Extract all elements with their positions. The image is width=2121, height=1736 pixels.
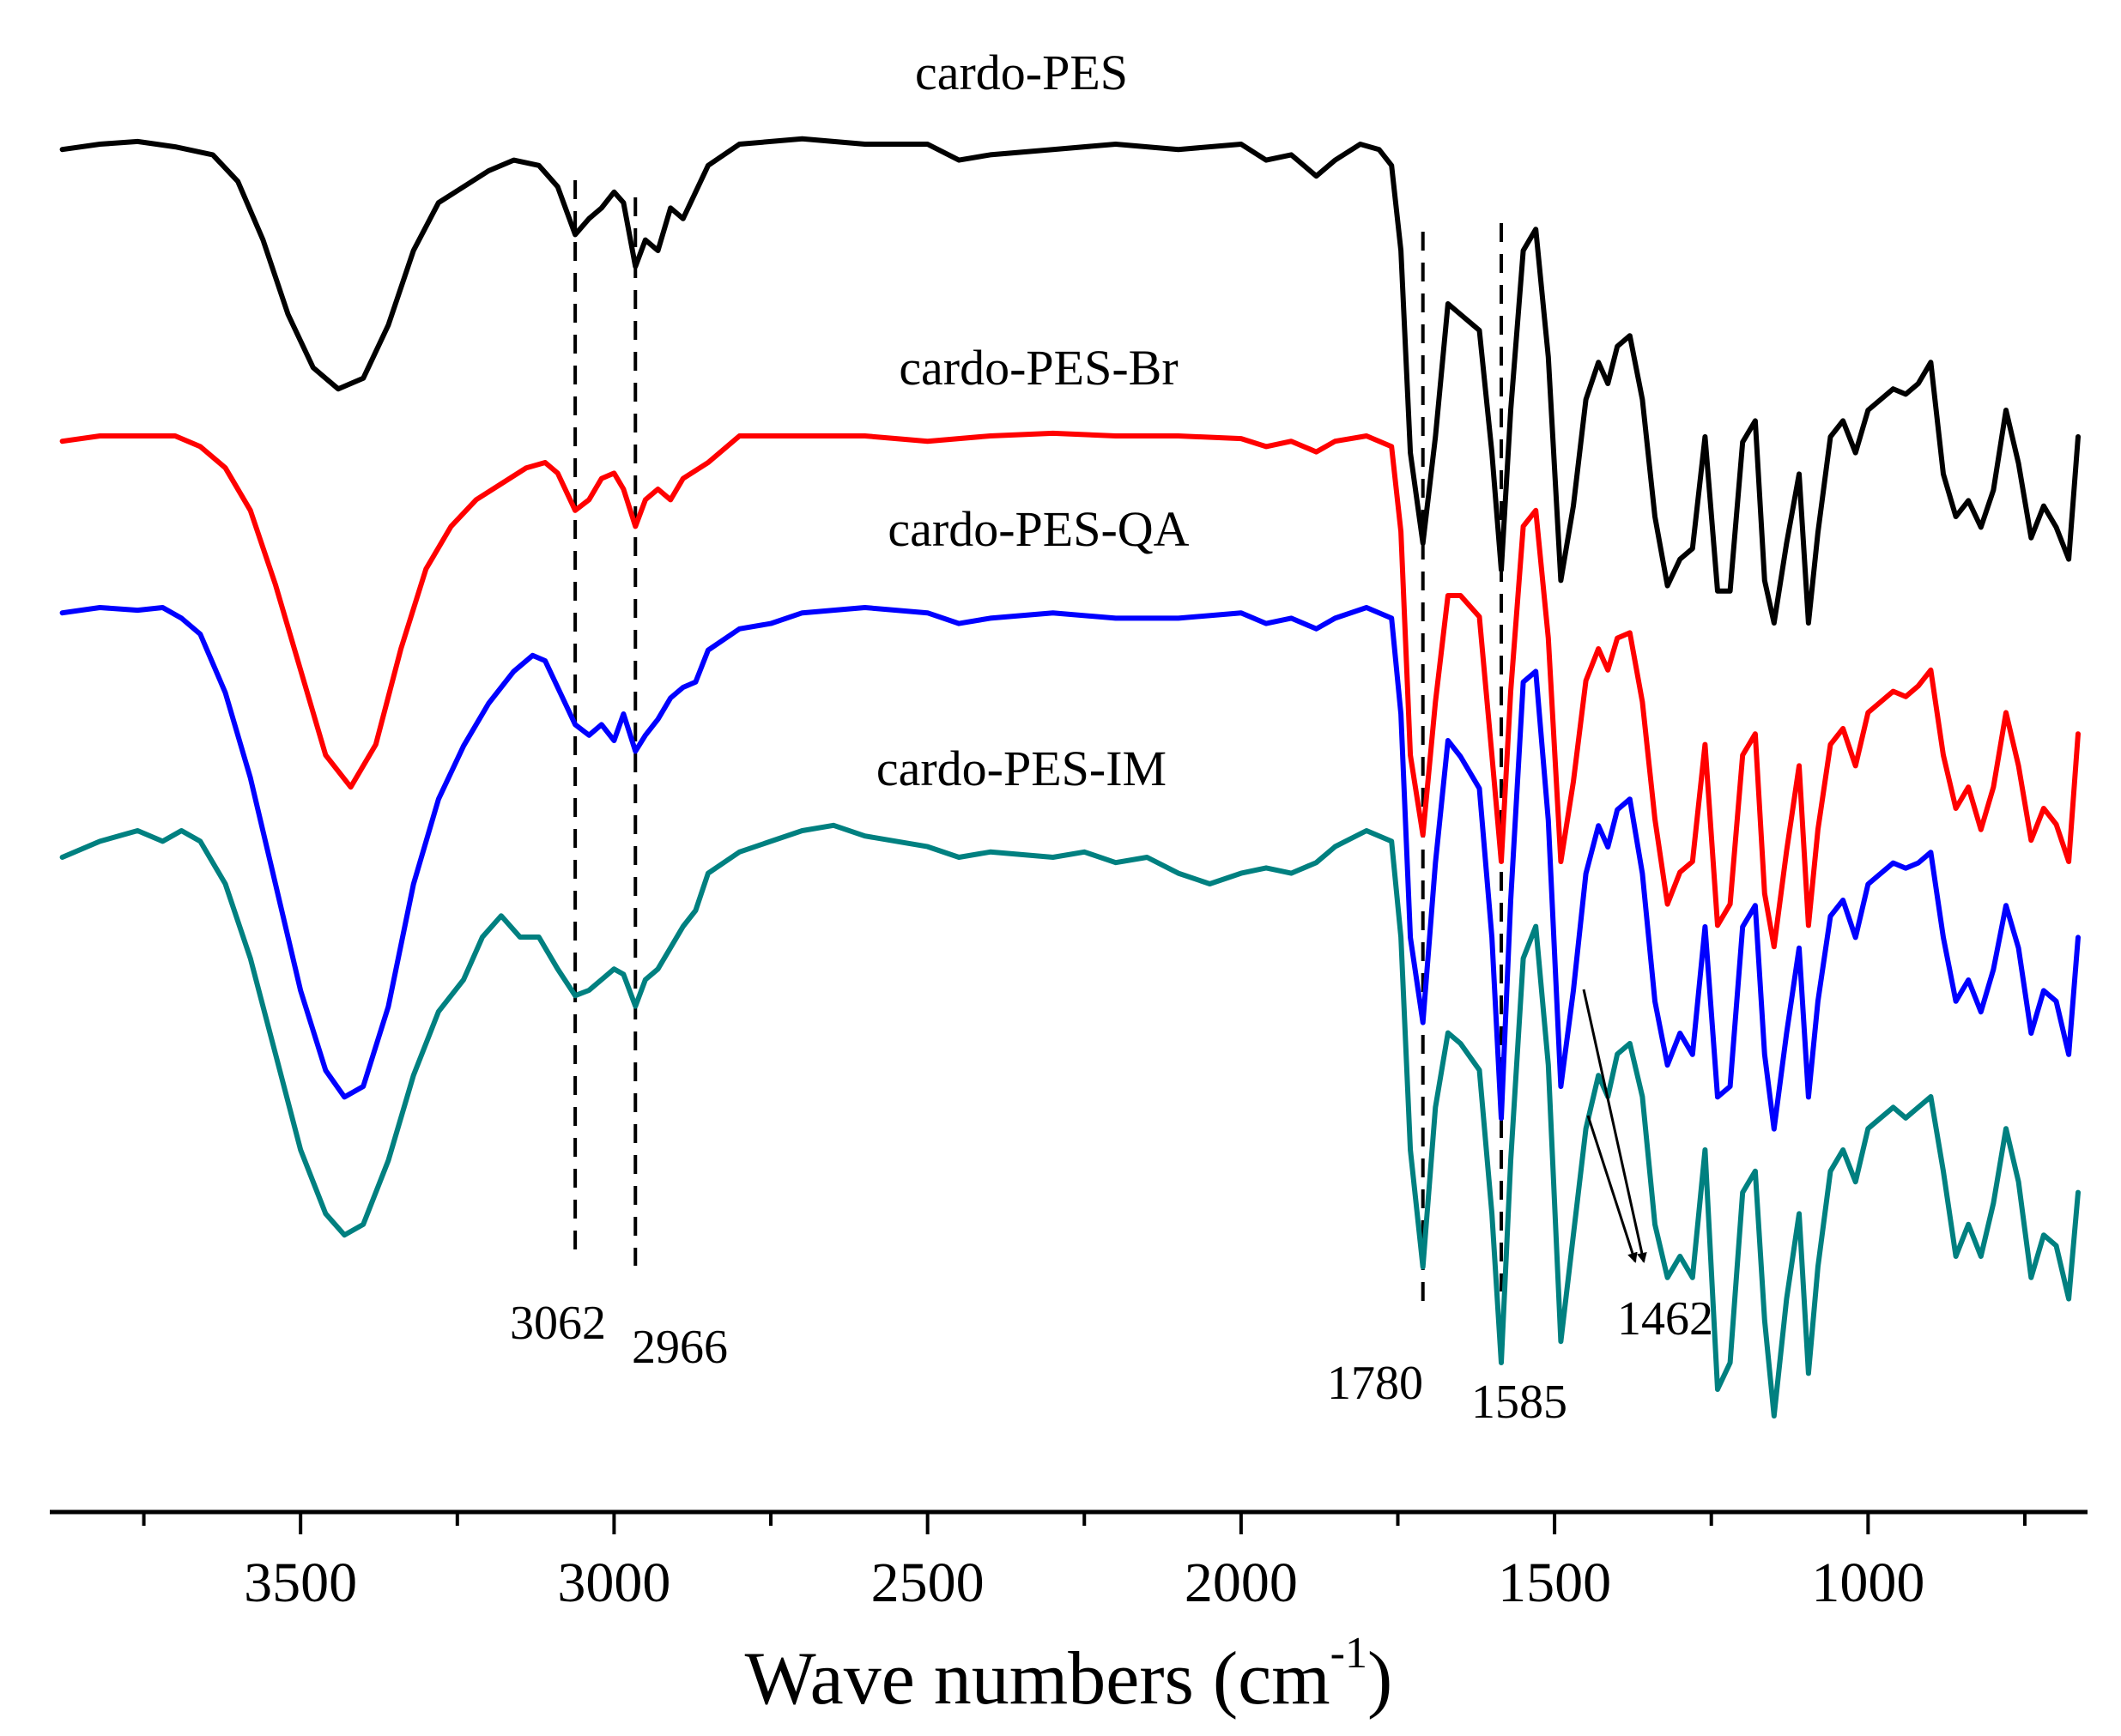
arrow-1462-upper bbox=[1582, 989, 1647, 1263]
annotation-1462: 1462 bbox=[1617, 1292, 1713, 1346]
x-axis: 3500 3000 2500 2000 1500 1000 Wave numbers (c… bbox=[50, 1509, 2088, 1721]
series-label-cardo-pes-qa: cardo-PES-QA bbox=[888, 501, 1189, 557]
x-axis-label-close: ) bbox=[1367, 1637, 1392, 1721]
series-label-cardo-pes: cardo-PES bbox=[915, 45, 1128, 100]
series-line-cardo-pes bbox=[59, 136, 2081, 626]
arrow-1462-lower bbox=[1586, 1115, 1638, 1263]
x-axis-label-main: Wave numbers (cm bbox=[745, 1637, 1330, 1721]
series-labels: cardo-PES cardo-PES-Br cardo-PES-QA card… bbox=[876, 45, 1190, 796]
x-tick-label-3000: 3000 bbox=[557, 1552, 670, 1614]
series-label-cardo-pes-br: cardo-PES-Br bbox=[899, 340, 1178, 396]
x-tick-label-1000: 1000 bbox=[1811, 1552, 1924, 1614]
annotation-1780: 1780 bbox=[1327, 1357, 1423, 1410]
x-tick-labels: 3500 3000 2500 2000 1500 1000 bbox=[244, 1552, 1924, 1614]
peak-annotations: 3062 2966 1780 1585 1462 bbox=[510, 989, 1713, 1429]
x-axis-label: Wave numbers (cm-1) bbox=[745, 1629, 1393, 1721]
series-line-cardo-pes-qa bbox=[59, 605, 2081, 1132]
annotation-3062: 3062 bbox=[510, 1297, 606, 1350]
x-ticks bbox=[142, 1512, 2027, 1534]
x-axis-label-superscript: -1 bbox=[1330, 1629, 1367, 1678]
annotation-2966: 2966 bbox=[632, 1321, 728, 1374]
x-tick-label-2500: 2500 bbox=[871, 1552, 985, 1614]
series-group bbox=[59, 136, 2081, 1418]
series-line-cardo-pes-im bbox=[59, 822, 2081, 1418]
annotation-1585: 1585 bbox=[1471, 1376, 1567, 1429]
x-tick-label-2000: 2000 bbox=[1185, 1552, 1298, 1614]
x-tick-label-1500: 1500 bbox=[1498, 1552, 1611, 1614]
series-label-cardo-pes-im: cardo-PES-IM bbox=[876, 741, 1167, 796]
x-tick-label-3500: 3500 bbox=[244, 1552, 357, 1614]
series-line-cardo-pes-br bbox=[59, 430, 2081, 950]
